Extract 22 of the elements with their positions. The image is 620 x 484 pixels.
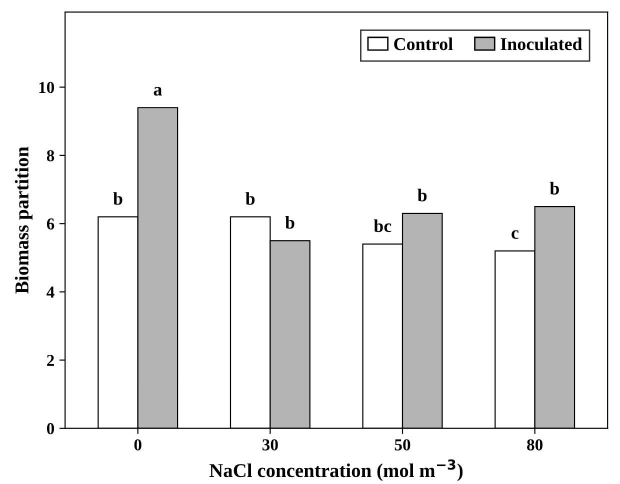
y-axis-title: Biomass partition <box>14 146 32 294</box>
data-label: b <box>418 188 427 202</box>
data-label: c <box>512 230 519 239</box>
data-label: b <box>113 192 122 205</box>
data-label: b <box>550 182 559 195</box>
x-tick-label: 80 <box>527 439 543 450</box>
y-tick-label: 0 <box>46 423 54 434</box>
y-tick-label: 8 <box>46 150 54 162</box>
y-tick-label: 10 <box>39 82 54 94</box>
data-label: bc <box>374 219 392 232</box>
x-tick-label: 30 <box>262 439 278 450</box>
y-tick-label: 4 <box>46 286 54 298</box>
data-label: a <box>154 86 162 96</box>
y-tick-label: 2 <box>47 354 54 366</box>
x-tick-label: 0 <box>134 439 142 450</box>
legend-label: Control <box>394 37 453 50</box>
legend-label: Inoculated <box>500 37 582 50</box>
x-tick-label: 50 <box>394 439 410 450</box>
x-axis-title: NaCl concentration (mol m$^{−3}$) <box>209 459 463 482</box>
data-label: b <box>246 192 255 205</box>
y-tick-label: 6 <box>46 218 54 230</box>
data-label: b <box>285 216 294 229</box>
